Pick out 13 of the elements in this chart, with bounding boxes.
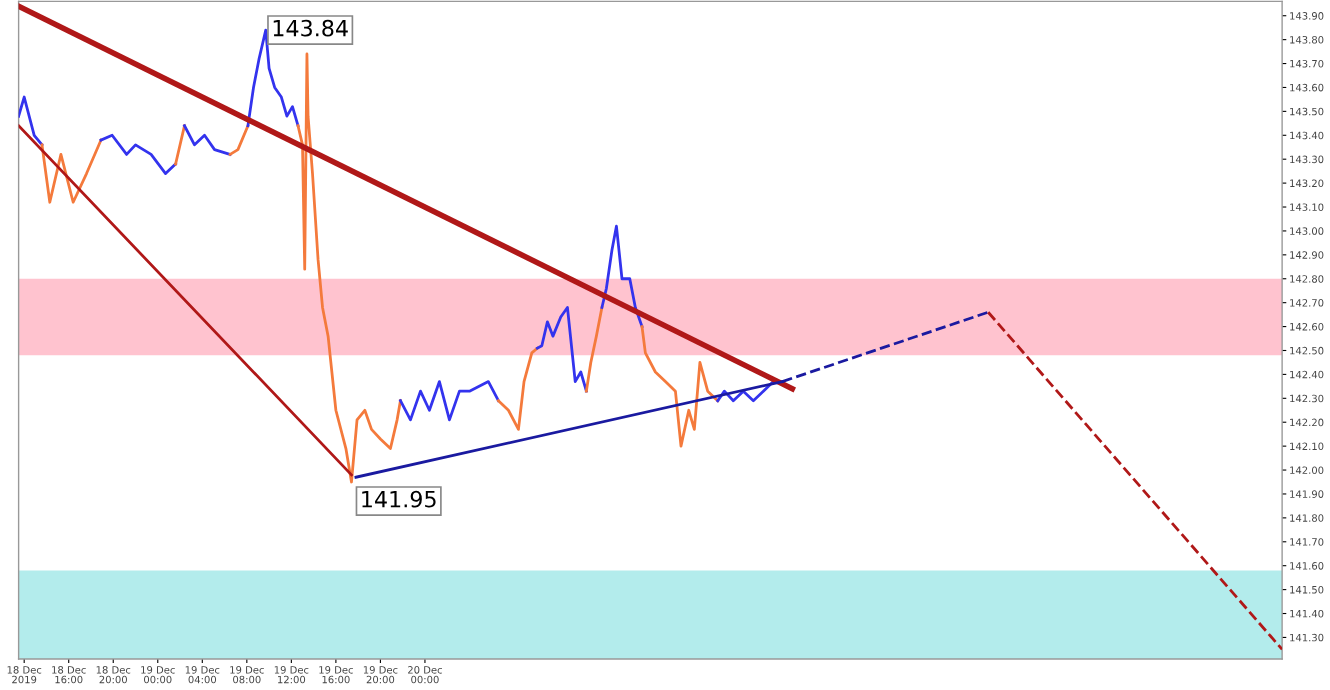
annotation: 141.95 [362,490,436,508]
line-series [584,306,604,393]
line-series [640,325,720,448]
line-series [296,52,402,484]
line-series [40,138,103,204]
line-series [399,380,500,422]
line-series [99,133,177,175]
line-series [600,224,644,328]
line-series [183,124,232,156]
line-series [18,95,44,147]
line-series [535,306,588,393]
annotation: 143.84 [273,19,348,37]
line-series [497,346,539,431]
